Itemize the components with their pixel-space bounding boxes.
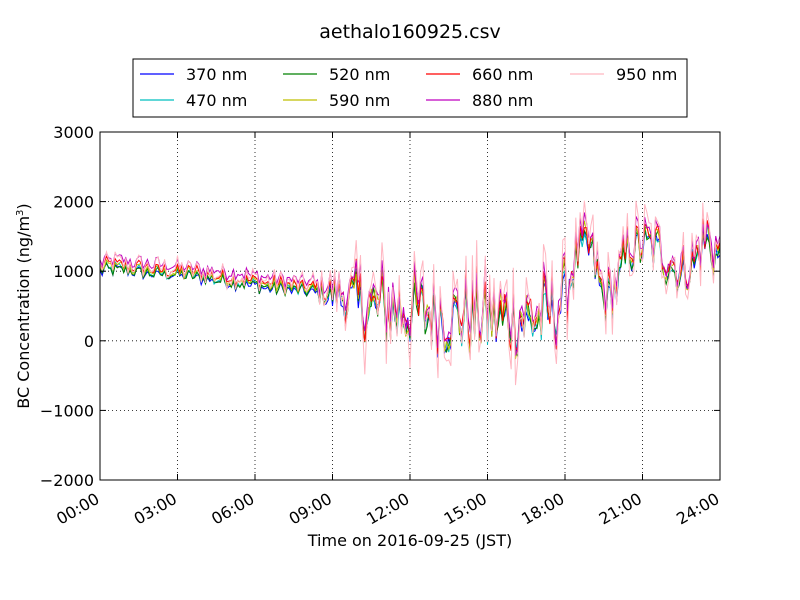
x-tick-label: 06:00: [208, 489, 257, 529]
x-tick-label: 24:00: [673, 489, 722, 529]
legend-label: 950 nm: [616, 65, 677, 84]
y-axis-label-main: BC Concentration (ng/m: [14, 216, 33, 409]
x-tick-label: 15:00: [441, 489, 490, 529]
legend-label: 590 nm: [329, 91, 390, 110]
x-tick-label: 21:00: [596, 489, 645, 529]
series-lines: [99, 200, 721, 386]
x-tick-label: 12:00: [363, 489, 412, 529]
legend-item: 880 nm: [426, 91, 533, 110]
legend-label: 520 nm: [329, 65, 390, 84]
legend-label: 880 nm: [472, 91, 533, 110]
x-tick-label: 03:00: [131, 489, 180, 529]
legend-label: 470 nm: [186, 91, 247, 110]
y-axis-label-close: ): [14, 203, 33, 209]
y-tick-label: −2000: [40, 471, 94, 490]
axis-ticks: 00:00 03:00 06:00 09:00 12:00 15:00 18:00 21:00…: [40, 123, 723, 529]
y-tick-label: 0: [84, 332, 94, 351]
legend-item: 590 nm: [283, 91, 390, 110]
legend-box: [132, 58, 688, 118]
y-axis-label: BC Concentration (ng/m3): [14, 203, 33, 408]
legend-label: 660 nm: [472, 65, 533, 84]
y-tick-label: 1000: [53, 262, 94, 281]
y-tick-label: 3000: [53, 123, 94, 142]
legend-item: 660 nm: [426, 65, 533, 84]
legend-item: 370 nm: [140, 65, 247, 84]
x-tick-label: 09:00: [286, 489, 335, 529]
x-tick-label: 00:00: [53, 489, 102, 529]
y-axis-label-superscript: 3: [15, 210, 26, 216]
chart-title: aethalo160925.csv: [319, 21, 501, 43]
legend-item: 520 nm: [283, 65, 390, 84]
grid: [100, 132, 720, 480]
legend-label: 370 nm: [186, 65, 247, 84]
series-line-950-nm: [99, 200, 721, 386]
legend: 370 nm 470 nm 520 nm 590 nm 660 nm 880 nm 950 …: [132, 58, 688, 118]
x-axis-label: Time on 2016-09-25 (JST): [307, 531, 512, 550]
y-tick-label: 2000: [53, 193, 94, 212]
series-line-880-nm: [99, 212, 721, 356]
legend-item: 950 nm: [570, 65, 677, 84]
legend-item: 470 nm: [140, 91, 247, 110]
y-tick-label: −1000: [40, 401, 94, 420]
x-tick-label: 18:00: [518, 489, 567, 529]
